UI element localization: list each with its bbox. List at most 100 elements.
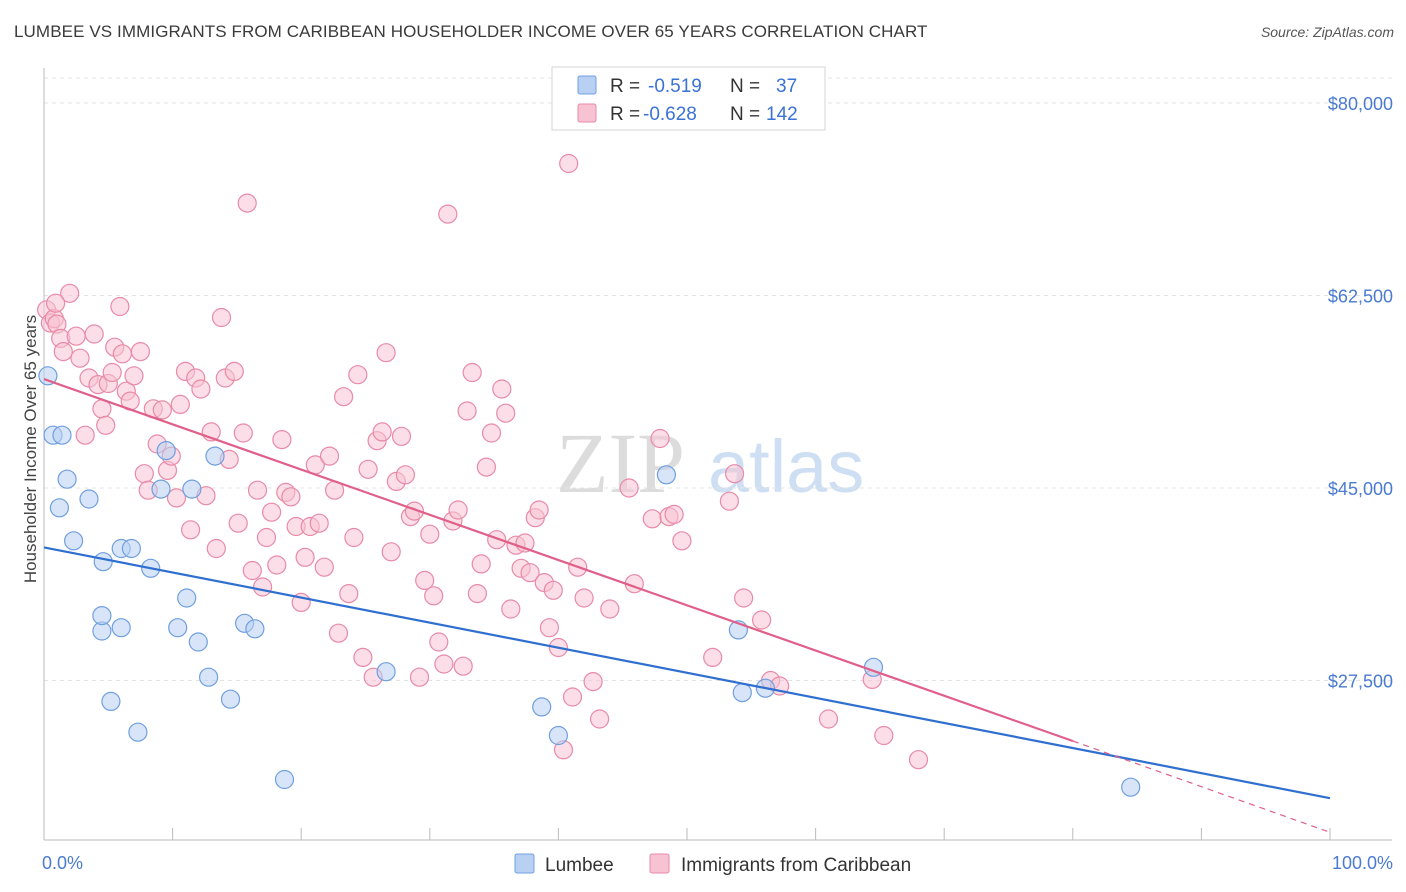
lumbee-point-28 xyxy=(532,697,552,717)
lumbee-point-18 xyxy=(177,588,197,608)
lumbee-point-13 xyxy=(128,722,148,742)
caribbean-point-93 xyxy=(462,362,482,383)
source-credit: Source: ZipAtlas.com xyxy=(1260,24,1394,40)
caribbean-point-91 xyxy=(453,656,473,676)
caribbean-point-114 xyxy=(562,687,583,707)
x-tick-label-1: 100.0% xyxy=(1332,853,1393,873)
series-lumbee-points xyxy=(38,366,1141,797)
lumbee-point-11 xyxy=(111,618,131,638)
lumbee-point-27 xyxy=(376,662,396,682)
caribbean-point-75 xyxy=(376,343,396,363)
caribbean-point-44 xyxy=(228,513,248,533)
bottom-legend: Lumbee Immigrants from Caribbean xyxy=(514,853,911,876)
lumbee-point-35 xyxy=(1121,777,1141,797)
legend-swatch-lumbee xyxy=(577,75,597,95)
caribbean-point-105 xyxy=(520,563,540,583)
caribbean-point-39 xyxy=(206,538,226,559)
trend-line-lumbee xyxy=(43,546,1331,800)
caribbean-point-70 xyxy=(353,647,373,668)
caribbean-point-51 xyxy=(262,502,282,522)
caribbean-point-116 xyxy=(574,588,594,608)
lumbee-point-21 xyxy=(199,667,219,687)
series-caribbean-points xyxy=(36,153,929,770)
y-tick-label-2: $62,500 xyxy=(1328,287,1393,307)
caribbean-point-88 xyxy=(438,204,458,224)
caribbean-point-128 xyxy=(719,491,740,511)
legend-n-label: N = xyxy=(730,104,760,125)
caribbean-point-55 xyxy=(281,487,301,507)
caribbean-point-113 xyxy=(559,153,579,174)
caribbean-point-9 xyxy=(75,425,95,445)
caribbean-point-67 xyxy=(339,583,359,604)
axes xyxy=(43,68,1392,841)
caribbean-point-61 xyxy=(309,513,329,533)
caribbean-point-97 xyxy=(481,423,502,443)
caribbean-point-76 xyxy=(381,542,401,562)
chart-title: LUMBEE VS IMMIGRANTS FROM CARIBBEAN HOUS… xyxy=(14,22,928,41)
caribbean-point-16 xyxy=(102,362,122,383)
caribbean-point-46 xyxy=(237,193,257,213)
lumbee-point-26 xyxy=(274,769,295,790)
lumbee-point-5 xyxy=(79,489,99,509)
caribbean-point-49 xyxy=(253,577,273,597)
trend-lines xyxy=(43,378,1331,833)
caribbean-point-23 xyxy=(130,342,150,362)
lumbee-point-29 xyxy=(548,725,569,746)
lumbee-point-15 xyxy=(151,479,171,499)
bottom-legend-swatch-lumbee xyxy=(514,853,535,874)
caribbean-point-94 xyxy=(467,583,487,604)
bottom-legend-swatch-caribbean xyxy=(649,853,670,874)
legend-box xyxy=(551,66,826,131)
caribbean-point-110 xyxy=(543,580,563,600)
lumbee-point-19 xyxy=(182,479,202,499)
caribbean-point-11 xyxy=(84,324,104,344)
caribbean-point-87 xyxy=(434,654,454,674)
caribbean-point-63 xyxy=(319,446,340,466)
caribbean-point-82 xyxy=(409,667,430,687)
caribbean-point-99 xyxy=(492,379,512,399)
caribbean-point-5 xyxy=(53,342,73,362)
y-axis-label: Householder Income Over 65 years xyxy=(21,315,40,583)
lumbee-point-30 xyxy=(656,465,677,485)
lumbee-point-2 xyxy=(49,498,70,518)
lumbee-point-36 xyxy=(52,425,72,445)
x-tick-label-0: 0.0% xyxy=(42,853,83,873)
caribbean-point-19 xyxy=(112,344,133,364)
trend-line-caribbean xyxy=(43,378,1074,743)
lumbee-point-17 xyxy=(168,618,188,638)
lumbee-point-3 xyxy=(57,469,77,489)
caribbean-point-137 xyxy=(908,750,929,770)
caribbean-point-126 xyxy=(672,531,692,551)
watermark: ZIP atlas xyxy=(556,415,864,511)
caribbean-point-96 xyxy=(476,457,496,477)
caribbean-point-125 xyxy=(664,504,684,525)
legend-r-value: -0.628 xyxy=(643,104,697,125)
caribbean-point-123 xyxy=(650,428,670,449)
caribbean-point-109 xyxy=(539,618,560,638)
caribbean-point-117 xyxy=(583,671,603,692)
y-tick-label-0: $27,500 xyxy=(1328,672,1393,692)
caribbean-point-136 xyxy=(874,725,894,746)
caribbean-point-40 xyxy=(211,307,232,328)
caribbean-point-24 xyxy=(134,464,154,484)
caribbean-point-66 xyxy=(334,387,354,407)
lumbee-point-23 xyxy=(220,689,241,709)
lumbee-point-4 xyxy=(63,531,84,551)
lumbee-point-8 xyxy=(92,605,112,626)
y-tick-label-3: $80,000 xyxy=(1328,94,1393,114)
caribbean-point-52 xyxy=(267,555,287,575)
caribbean-point-86 xyxy=(429,632,449,652)
caribbean-point-95 xyxy=(471,554,491,574)
lumbee-point-32 xyxy=(732,682,752,703)
caribbean-point-130 xyxy=(733,588,754,608)
caribbean-point-43 xyxy=(224,361,244,381)
caribbean-point-8 xyxy=(70,348,90,368)
y-tick-labels: $27,500 $45,000 $62,500 $80,000 xyxy=(1328,94,1393,692)
lumbee-point-9 xyxy=(101,691,121,712)
bottom-legend-label-lumbee: Lumbee xyxy=(545,855,614,876)
caribbean-point-22 xyxy=(124,366,144,386)
caribbean-point-100 xyxy=(496,403,516,423)
lumbee-point-12 xyxy=(121,538,141,559)
lumbee-point-20 xyxy=(188,632,208,652)
caribbean-point-48 xyxy=(247,480,268,500)
